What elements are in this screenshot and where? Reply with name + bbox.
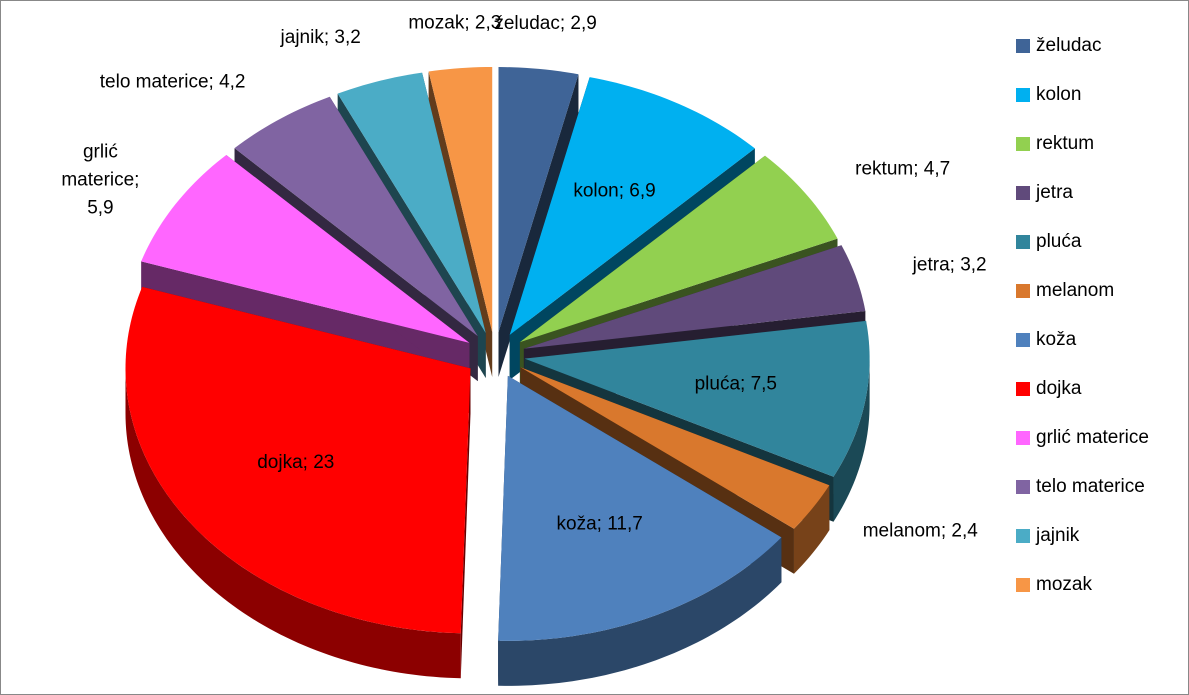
- slice-top: [520, 367, 830, 529]
- data-label: koža; 11,7: [557, 513, 643, 534]
- data-label: telo materice; 4,2: [100, 72, 246, 93]
- pie: [125, 66, 870, 686]
- legend-label: mozak: [1036, 574, 1092, 595]
- legend: želudac kolon rektum jetra pluća melanom koža d…: [1016, 35, 1149, 595]
- slice-top: [524, 320, 870, 477]
- slice-top: [125, 286, 471, 634]
- slice-top: [523, 245, 866, 349]
- legend-label: melanom: [1036, 280, 1114, 301]
- data-labels: želudac; 2,9 kolon; 6,9 rektum; 4,7 jetra; …: [61, 12, 986, 541]
- slice-top: [509, 77, 755, 335]
- legend-swatch: [1016, 284, 1030, 298]
- legend-swatch: [1016, 382, 1030, 396]
- data-label: želudac; 2,9: [494, 13, 596, 34]
- data-label: melanom; 2,4: [863, 521, 979, 542]
- data-label: jajnik; 3,2: [280, 27, 361, 48]
- data-label: grlić materice; 5,9: [61, 142, 139, 219]
- slice: [498, 375, 782, 686]
- slice: [125, 286, 471, 679]
- legend-swatch: [1016, 88, 1030, 102]
- slice-side: [793, 485, 830, 574]
- legend-label: telo materice: [1036, 476, 1145, 497]
- legend-swatch: [1016, 431, 1030, 445]
- legend-label: kolon: [1036, 84, 1081, 105]
- slice-top: [141, 154, 470, 343]
- data-label: kolon; 6,9: [573, 181, 655, 202]
- slice: [498, 67, 579, 378]
- slice-side: [498, 537, 782, 686]
- legend-label: rektum: [1036, 133, 1094, 154]
- slice-top: [337, 72, 486, 334]
- legend-label: jetra: [1035, 182, 1073, 203]
- legend-label: koža: [1036, 329, 1077, 350]
- data-label: rektum; 4,7: [855, 158, 950, 179]
- data-label: pluća; 7,5: [695, 374, 777, 395]
- legend-swatch: [1016, 333, 1030, 347]
- legend-label: dojka: [1036, 378, 1082, 399]
- legend-swatch: [1016, 235, 1030, 249]
- data-label: jetra; 3,2: [912, 254, 987, 275]
- slice-side: [833, 358, 870, 522]
- legend-label: pluća: [1036, 231, 1082, 252]
- legend-label: grlić materice: [1036, 427, 1149, 448]
- legend-label: želudac: [1036, 35, 1102, 56]
- legend-swatch: [1016, 578, 1030, 592]
- slice-wall: [460, 368, 471, 679]
- data-label: mozak; 2,3: [408, 12, 501, 33]
- slice-top: [234, 96, 478, 337]
- slice-top: [498, 375, 782, 641]
- slice-wall: [498, 74, 579, 378]
- slice-top: [428, 66, 493, 332]
- slice-top: [498, 67, 579, 333]
- legend-swatch: [1016, 480, 1030, 494]
- data-label: dojka; 23: [257, 452, 334, 473]
- legend-swatch: [1016, 137, 1030, 151]
- slice-top: [519, 155, 838, 343]
- legend-swatch: [1016, 529, 1030, 543]
- slice-side: [125, 368, 461, 679]
- legend-swatch: [1016, 39, 1030, 53]
- legend-swatch: [1016, 186, 1030, 200]
- legend-label: jajnik: [1035, 525, 1080, 546]
